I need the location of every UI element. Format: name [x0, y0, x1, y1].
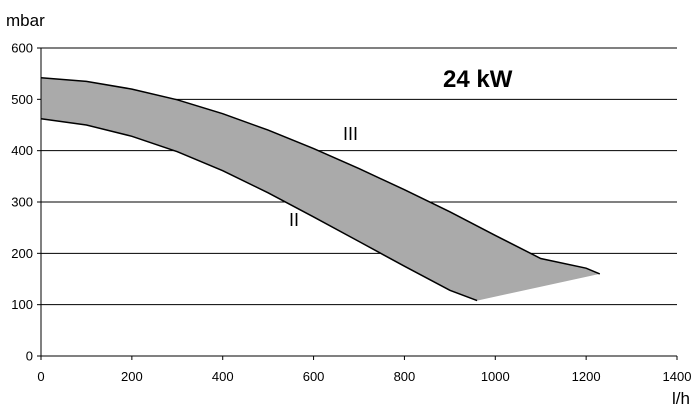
x-tick-label: 1000 [481, 369, 510, 384]
x-tick-label: 400 [212, 369, 234, 384]
y-tick-labels: 0 100 200 300 400 500 600 [11, 41, 33, 364]
x-tick-label: 200 [121, 369, 143, 384]
x-tick-label: 800 [394, 369, 416, 384]
band-fill [41, 77, 600, 301]
x-axis-label: l/h [672, 389, 690, 407]
y-tick-label: 600 [11, 41, 33, 56]
series-line-III [40, 77, 601, 275]
y-axis-label: mbar [6, 11, 45, 30]
y-tick-label: 300 [11, 195, 33, 210]
x-tick-label: 0 [37, 369, 44, 384]
y-tick-label: 0 [26, 349, 33, 364]
x-tick-label: 600 [303, 369, 325, 384]
x-tick-label: 1200 [572, 369, 601, 384]
chart-title: 24 kW [443, 66, 513, 93]
y-tick-label: 400 [11, 143, 33, 158]
x-tick-labels: 0 200 400 600 800 1000 1200 1400 [37, 369, 691, 384]
series-line-II [40, 118, 478, 302]
y-tick-label: 200 [11, 246, 33, 261]
x-tick-label: 1400 [663, 369, 692, 384]
y-tick-label: 100 [11, 297, 33, 312]
y-tick-label: 500 [11, 92, 33, 107]
operating-band [40, 77, 601, 302]
series-label-II: II [289, 210, 299, 230]
series-label-III: III [343, 124, 358, 144]
axes [37, 47, 678, 360]
